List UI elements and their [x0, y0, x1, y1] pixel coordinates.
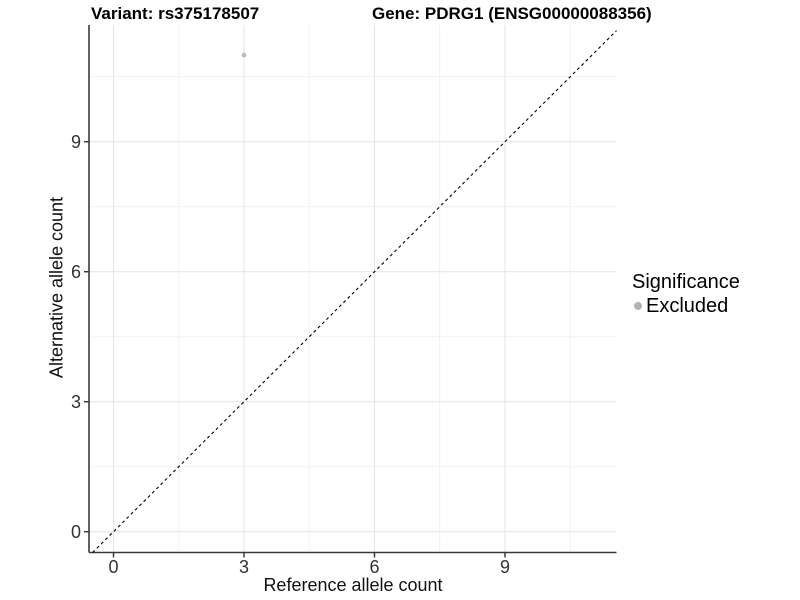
plot-title-gene: Gene: PDRG1 (ENSG00000088356): [372, 4, 652, 23]
plot-title-variant: Variant: rs375178507: [91, 4, 260, 23]
legend-key: [630, 302, 646, 310]
y-axis-title: Alternative allele count: [46, 196, 67, 379]
legend-item-excluded: Excluded: [630, 295, 740, 317]
legend: Significance Excluded: [630, 271, 740, 317]
x-tick-label: 3: [238, 557, 249, 577]
y-tick-label: 9: [70, 131, 81, 152]
y-tick-label: 0: [70, 521, 81, 542]
y-tick-label: 3: [70, 391, 81, 412]
x-tick-label: 0: [108, 557, 119, 577]
x-tick-label: 6: [369, 557, 380, 577]
data-point: [241, 52, 247, 58]
x-tick-label: 9: [499, 557, 510, 577]
legend-point-icon: [634, 302, 642, 310]
y-tick-label: 6: [70, 261, 81, 282]
legend-title: Significance: [632, 271, 740, 293]
identity-line: [92, 30, 617, 553]
legend-item-label: Excluded: [646, 295, 729, 317]
x-axis-title: Reference allele count: [263, 575, 443, 595]
